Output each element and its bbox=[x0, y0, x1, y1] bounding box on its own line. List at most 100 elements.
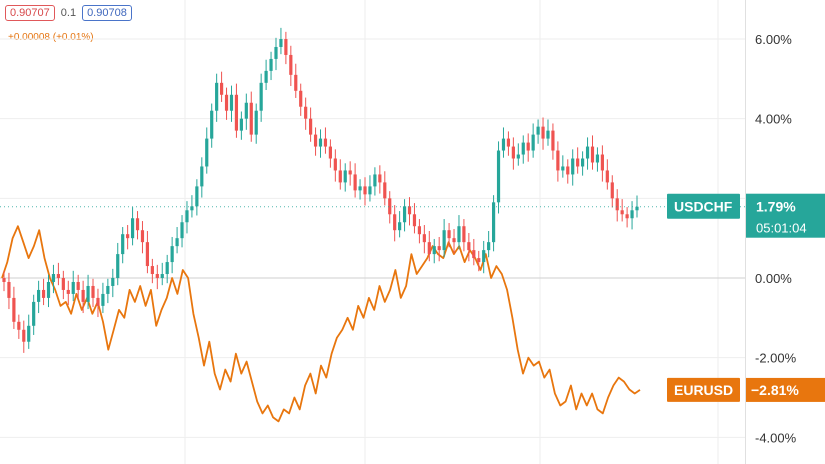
usdchf-candle bbox=[378, 174, 382, 183]
usdchf-candle bbox=[279, 39, 283, 47]
price-header: 0.90707 0.1 0.90708 bbox=[5, 5, 132, 21]
usdchf-candle bbox=[427, 242, 431, 255]
usdchf-candle bbox=[437, 246, 441, 251]
usdchf-candle bbox=[462, 226, 466, 243]
usdchf-countdown: 05:01:04 bbox=[756, 221, 807, 236]
usdchf-candle bbox=[373, 174, 377, 187]
usdchf-candle bbox=[442, 230, 446, 251]
usdchf-candle bbox=[284, 39, 288, 55]
usdchf-candle bbox=[101, 293, 105, 306]
usdchf-candle bbox=[343, 170, 347, 183]
usdchf-candle bbox=[116, 254, 120, 278]
y-tick-label: -2.00% bbox=[755, 351, 797, 366]
usdchf-candle bbox=[269, 58, 273, 71]
usdchf-candle bbox=[566, 166, 570, 175]
usdchf-candle bbox=[155, 274, 159, 278]
usdchf-candle bbox=[422, 234, 426, 243]
usdchf-candle bbox=[402, 206, 407, 223]
usdchf-series-name: USDCHF bbox=[674, 199, 733, 215]
usdchf-candle bbox=[37, 289, 41, 302]
usdchf-candle bbox=[224, 94, 229, 111]
bid-price-box[interactable]: 0.90707 bbox=[5, 5, 55, 21]
usdchf-candle bbox=[393, 214, 397, 231]
usdchf-candle bbox=[506, 138, 511, 147]
usdchf-candle bbox=[71, 281, 75, 294]
usdchf-candle bbox=[180, 222, 184, 239]
usdchf-candle bbox=[309, 118, 313, 135]
eurusd-label-tag[interactable] bbox=[667, 377, 740, 402]
usdchf-candle bbox=[363, 186, 367, 195]
usdchf-candle bbox=[526, 142, 530, 151]
usdchf-candle bbox=[605, 170, 609, 183]
usdchf-candle bbox=[210, 110, 214, 139]
usdchf-candle bbox=[175, 238, 179, 247]
usdchf-candle bbox=[590, 146, 595, 163]
ask-price-box[interactable]: 0.90708 bbox=[82, 5, 132, 21]
usdchf-candle bbox=[56, 274, 60, 278]
usdchf-candle bbox=[32, 301, 36, 326]
usdchf-candle bbox=[368, 186, 372, 195]
usdchf-candle bbox=[610, 182, 614, 199]
usdchf-candle bbox=[76, 281, 80, 290]
usdchf-candle bbox=[496, 150, 501, 203]
usdchf-candle bbox=[615, 198, 619, 211]
usdchf-candle bbox=[106, 285, 110, 294]
usdchf-candle bbox=[12, 297, 16, 322]
usdchf-candle bbox=[249, 102, 253, 135]
usdchf-candle bbox=[51, 274, 56, 282]
usdchf-candle bbox=[96, 297, 100, 306]
usdchf-axis-tag bbox=[746, 193, 825, 238]
usdchf-candle bbox=[121, 234, 125, 255]
usdchf-candle bbox=[447, 230, 451, 239]
eurusd-axis-tag bbox=[746, 377, 825, 402]
usdchf-candle bbox=[595, 154, 600, 163]
usdchf-candle bbox=[185, 210, 189, 223]
usdchf-candle bbox=[170, 246, 174, 263]
usdchf-candle bbox=[541, 126, 545, 139]
usdchf-candle bbox=[600, 154, 604, 171]
usdchf-candle bbox=[388, 198, 392, 215]
usdchf-candle bbox=[556, 150, 560, 171]
usdchf-candle bbox=[571, 158, 575, 175]
usdchf-candle bbox=[581, 158, 585, 167]
eurusd-last-value: −2.81% bbox=[751, 382, 799, 398]
usdchf-candle bbox=[516, 154, 520, 159]
usdchf-candle bbox=[150, 266, 154, 275]
usdchf-candle bbox=[338, 170, 342, 183]
usdchf-candle bbox=[200, 166, 204, 187]
usdchf-candle bbox=[205, 138, 209, 167]
usdchf-candle bbox=[254, 110, 258, 135]
usdchf-label-tag[interactable] bbox=[667, 193, 740, 219]
usdchf-candle bbox=[630, 210, 634, 219]
usdchf-candle bbox=[145, 242, 150, 267]
usdchf-candle bbox=[383, 182, 387, 199]
eurusd-series-line bbox=[1, 225, 641, 423]
usdchf-candle bbox=[546, 130, 550, 139]
price-change-text: +0.00008 (+0.01%) bbox=[8, 32, 94, 43]
usdchf-candle bbox=[477, 258, 481, 263]
usdchf-candle bbox=[17, 321, 21, 330]
usdchf-candle bbox=[91, 285, 95, 298]
usdchf-candle bbox=[551, 130, 555, 151]
spread-value: 0.1 bbox=[60, 7, 77, 19]
usdchf-candle bbox=[274, 46, 278, 59]
usdchf-candle bbox=[323, 138, 328, 147]
usdchf-candle bbox=[620, 210, 624, 215]
usdchf-candle bbox=[126, 234, 130, 239]
usdchf-candle bbox=[328, 146, 332, 159]
usdchf-candle bbox=[635, 206, 639, 211]
usdchf-candle bbox=[398, 222, 402, 231]
usdchf-candle bbox=[130, 218, 135, 239]
usdchf-candle bbox=[482, 250, 486, 263]
usdchf-candle bbox=[219, 82, 224, 95]
usdchf-candle bbox=[140, 230, 145, 243]
usdchf-candle bbox=[318, 138, 323, 147]
usdchf-candle bbox=[531, 134, 535, 151]
usdchf-candle bbox=[521, 142, 525, 155]
usdchf-candle bbox=[353, 174, 357, 191]
usdchf-candle bbox=[41, 289, 46, 298]
usdchf-candle bbox=[487, 242, 491, 251]
usdchf-candle bbox=[432, 246, 436, 255]
eurusd-series-name: EURUSD bbox=[674, 382, 733, 398]
